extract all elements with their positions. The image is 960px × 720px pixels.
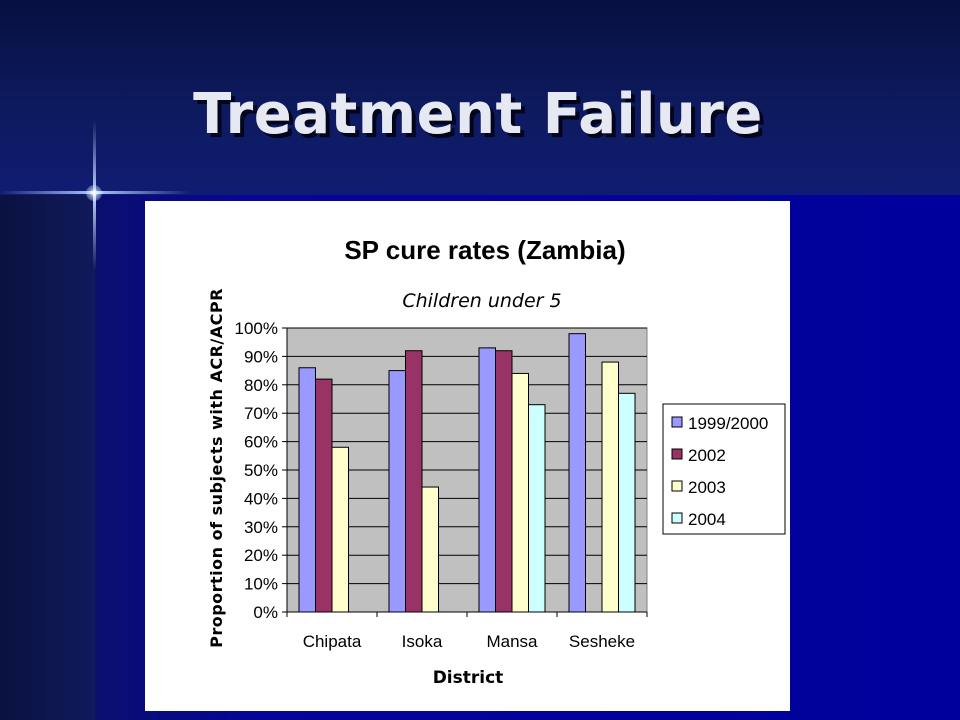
x-axis-label: District — [433, 668, 504, 688]
y-tick-label: 30% — [244, 518, 278, 537]
chart-subtitle: Children under 5 — [402, 290, 561, 312]
legend-label: 2002 — [688, 446, 726, 465]
chart-panel: SP cure rates (Zambia) Children under 5 … — [145, 201, 790, 711]
legend-swatch — [671, 480, 683, 492]
legend-swatch — [671, 512, 683, 524]
y-tick-label: 80% — [244, 376, 278, 395]
bar — [405, 350, 423, 613]
bar — [478, 347, 496, 613]
y-tick-label: 10% — [244, 575, 278, 594]
legend-label: 2004 — [688, 510, 726, 529]
y-tick-label: 0% — [253, 603, 278, 622]
bar — [511, 372, 529, 613]
chart-title: SP cure rates (Zambia) — [344, 235, 625, 265]
y-tick-label: 20% — [244, 546, 278, 565]
bar — [388, 370, 406, 613]
header-band — [0, 0, 960, 195]
y-axis-label: Proportion of subjects with ACR/ACPR — [207, 288, 226, 648]
y-tick-label: 40% — [244, 489, 278, 508]
bar — [315, 378, 333, 613]
x-tick-label: Isoka — [402, 632, 443, 651]
bar — [568, 333, 586, 613]
bar — [618, 392, 636, 613]
legend-swatch — [671, 416, 683, 428]
y-tick-label: 90% — [244, 347, 278, 366]
slide-title: Treatment Failure — [193, 82, 763, 147]
bar — [421, 486, 439, 613]
bar — [331, 446, 349, 613]
x-tick-label: Mansa — [486, 632, 538, 651]
legend-label: 1999/2000 — [688, 414, 768, 433]
legend-box — [662, 403, 786, 535]
y-tick-label: 50% — [244, 461, 278, 480]
legend-swatch — [671, 448, 683, 460]
bar — [495, 350, 513, 613]
legend: 1999/2000 2002 2003 2004 — [662, 403, 786, 535]
y-tick-label: 60% — [244, 433, 278, 452]
y-tick-label: 100% — [235, 319, 278, 338]
y-tick-label: 70% — [244, 404, 278, 423]
bar — [528, 404, 546, 613]
bar — [298, 367, 316, 613]
plot-area: 0% 10% 20% 30% 40% 50% 60% 70% 80% 90% 100% Chipata… — [235, 319, 648, 651]
light-flare-core — [86, 185, 102, 201]
x-tick-label: Chipata — [303, 632, 362, 651]
x-tick-label: Sesheke — [569, 632, 635, 651]
bar-chart: SP cure rates (Zambia) Children under 5 … — [207, 235, 786, 688]
bar — [601, 361, 619, 613]
legend-label: 2003 — [688, 478, 726, 497]
